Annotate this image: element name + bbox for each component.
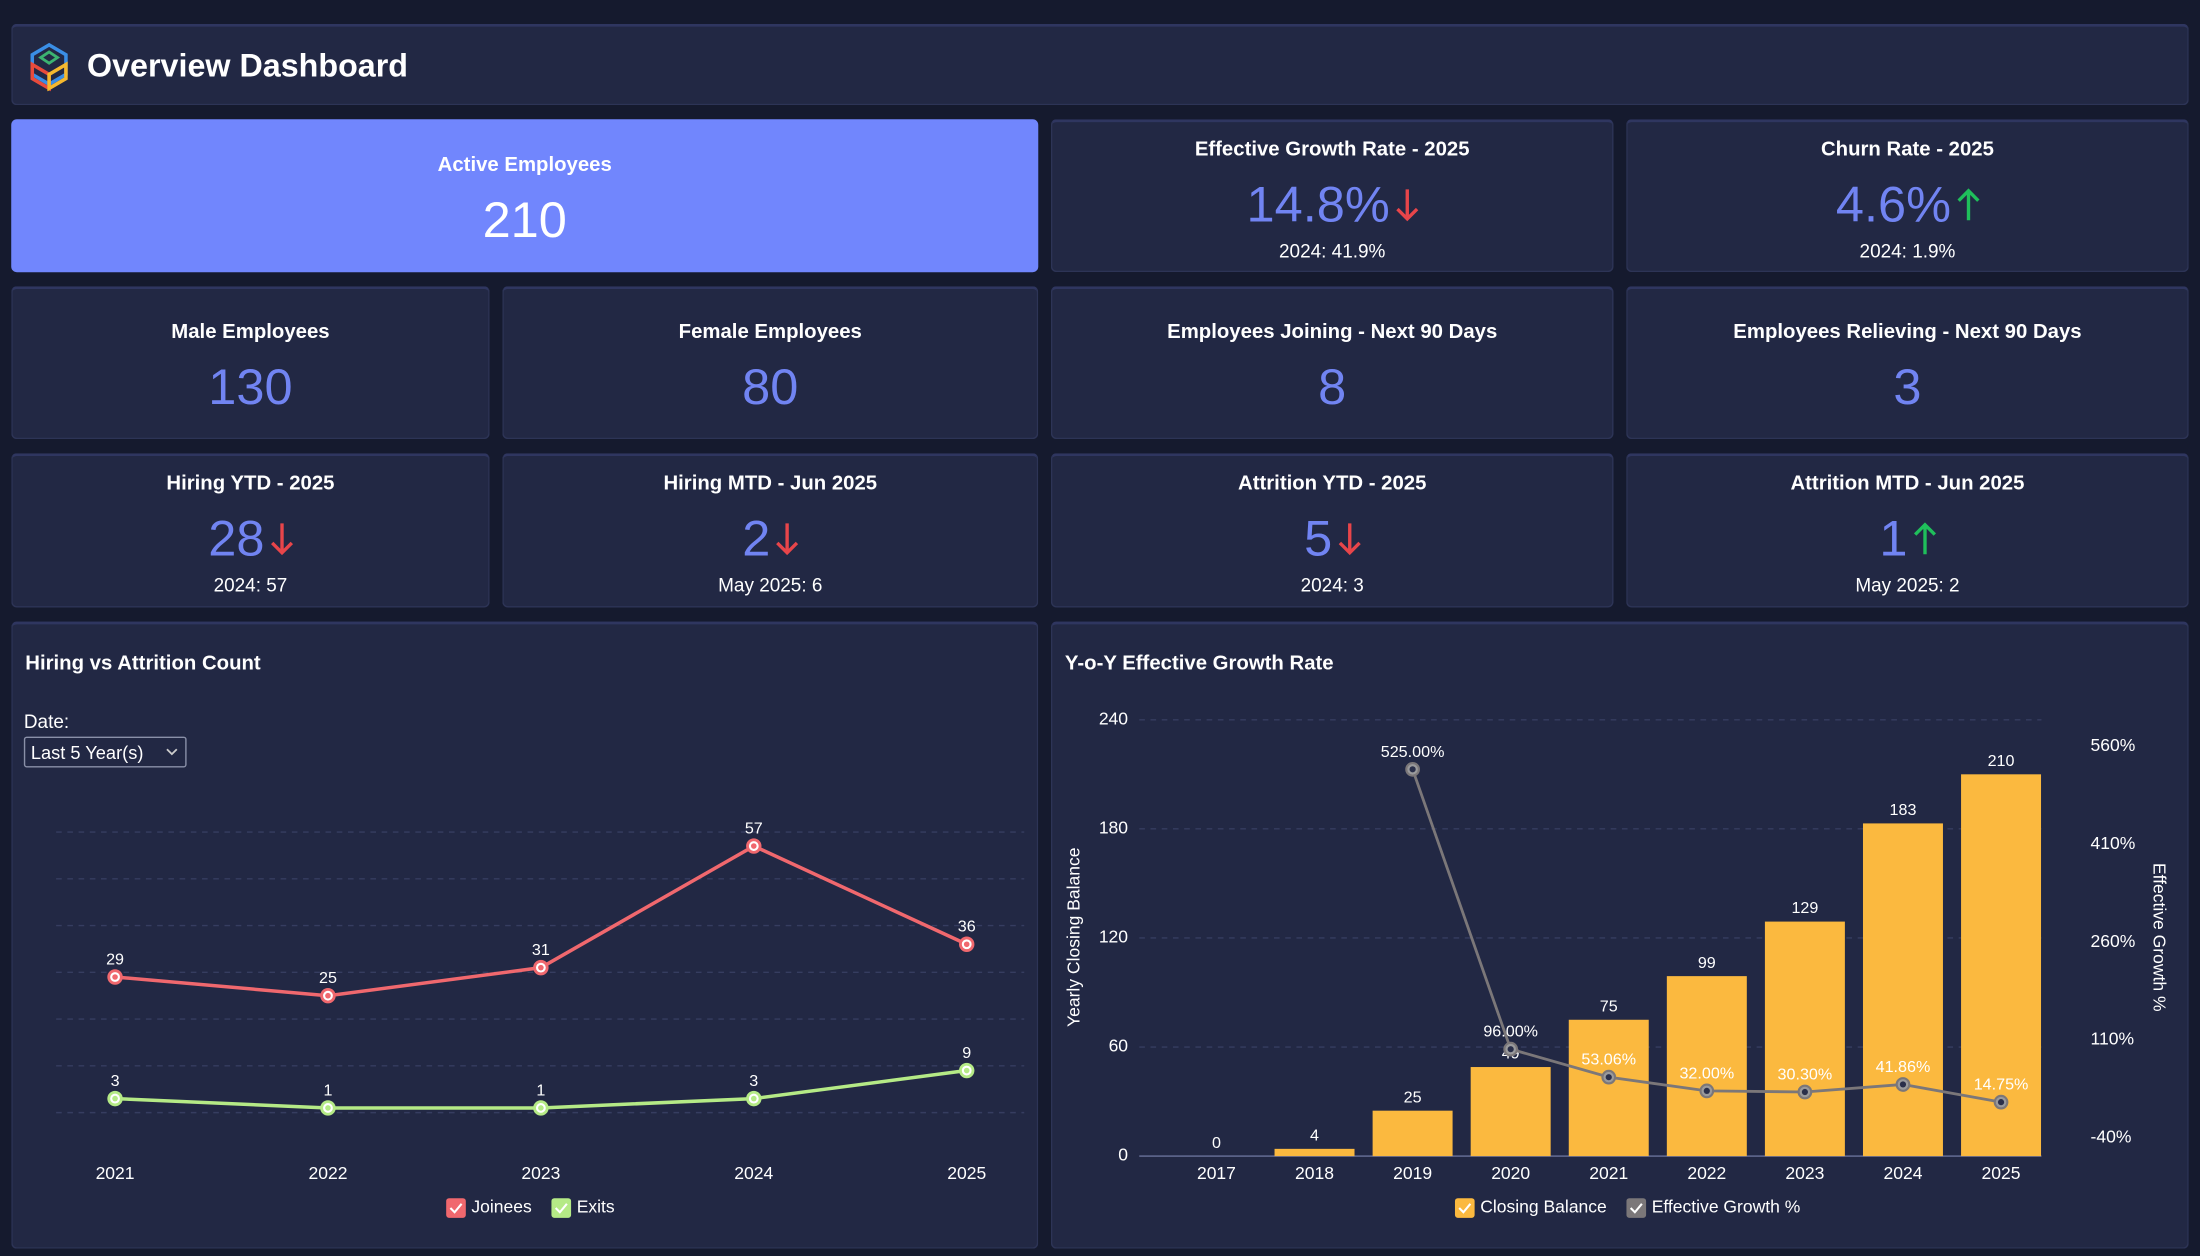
arrow: [270, 523, 293, 556]
kpi-title: Employees Relieving - Next 90 Days: [1733, 321, 2082, 344]
chart-panel: Hiring vs Attrition Count Date: Last 5 Y…: [11, 621, 1039, 1249]
trend-arrow-down: [1338, 523, 1361, 556]
logo: [30, 42, 68, 92]
kpi-value-row: 80: [504, 358, 1037, 417]
kpi-card: Attrition YTD - 2025 5 2024: 3: [1050, 453, 1614, 608]
kpi-value-row: 5: [1052, 509, 1612, 568]
kpi-card: Active Employees 210: [11, 119, 1039, 273]
arrow: [1338, 523, 1361, 556]
kpi-value-row: 1: [1628, 509, 2188, 568]
kpi-value-row: 3: [1628, 358, 2188, 417]
chart-panel: Y-o-Y Effective Growth Rate: [1050, 621, 2189, 1249]
page-title: Overview Dashboard: [86, 47, 409, 84]
chart-title: Y-o-Y Effective Growth Rate: [1064, 652, 1334, 675]
kpi-title: Male Employees: [171, 321, 330, 344]
kpi-value: 28: [208, 509, 265, 567]
kpi-value-row: 4.6%: [1628, 175, 2188, 234]
kpi-value-row: 130: [13, 358, 489, 417]
trend-arrow-up: [1913, 522, 1936, 555]
kpi-title: Hiring MTD - Jun 2025: [663, 472, 878, 496]
kpi-comparison: May 2025: 6: [718, 574, 823, 596]
kpi-card: Effective Growth Rate - 2025 14.8% 2024:…: [1050, 119, 1614, 273]
kpi-title: Active Employees: [437, 154, 612, 177]
trend-arrow-down: [1395, 189, 1418, 222]
kpi-value: 1: [1879, 509, 1908, 567]
kpi-value: 5: [1304, 509, 1333, 567]
kpi-comparison: 2024: 41.9%: [1279, 240, 1386, 262]
kpi-title: Female Employees: [678, 321, 862, 344]
kpi-card: Hiring MTD - Jun 2025 2 May 2025: 6: [502, 453, 1039, 608]
kpi-card: Male Employees 130: [11, 286, 490, 440]
arrow: [1956, 188, 1979, 221]
kpi-value: 14.8%: [1246, 175, 1390, 233]
kpi-value-row: 8: [1052, 358, 1612, 417]
kpi-title: Churn Rate - 2025: [1820, 138, 1994, 162]
kpi-comparison: 2024: 1.9%: [1859, 240, 1956, 262]
trend-arrow-down: [270, 523, 293, 556]
kpi-value: 4.6%: [1835, 175, 1951, 233]
kpi-value: 3: [1893, 357, 1922, 416]
arrow: [1395, 189, 1418, 222]
kpi-value-row: 210: [13, 191, 1037, 250]
kpi-card: Employees Relieving - Next 90 Days 3: [1626, 286, 2189, 440]
kpi-card: Female Employees 80: [502, 286, 1039, 440]
kpi-title: Employees Joining - Next 90 Days: [1167, 321, 1498, 344]
kpi-value: 210: [482, 190, 567, 249]
trend-arrow-down: [776, 523, 799, 556]
arrow: [776, 523, 799, 556]
kpi-comparison: 2024: 3: [1300, 574, 1364, 596]
trend-arrow-up: [1956, 188, 1979, 221]
kpi-card: Churn Rate - 2025 4.6% 2024: 1.9%: [1626, 119, 2189, 273]
date-select[interactable]: Last 5 Year(s): [23, 736, 187, 768]
kpi-value: 8: [1318, 357, 1347, 416]
kpi-comparison: May 2025: 2: [1855, 574, 1960, 596]
kpi-value: 80: [742, 357, 799, 416]
kpi-title: Attrition MTD - Jun 2025: [1790, 472, 2025, 496]
kpi-comparison: 2024: 57: [213, 574, 288, 596]
kpi-value-row: 2: [504, 509, 1037, 568]
select-value: Last 5 Year(s): [30, 742, 144, 764]
kpi-value-row: 14.8%: [1052, 175, 1612, 234]
kpi-card: Employees Joining - Next 90 Days 8: [1050, 286, 1614, 440]
filter-label: Date:: [23, 711, 70, 733]
kpi-value-row: 28: [13, 509, 489, 568]
chevron: [166, 748, 178, 756]
kpi-value: 130: [208, 357, 293, 416]
header: Overview Dashboard: [11, 23, 2189, 106]
kpi-title: Attrition YTD - 2025: [1238, 472, 1427, 496]
kpi-card: Attrition MTD - Jun 2025 1 May 2025: 2: [1626, 453, 2189, 608]
arrow: [1913, 522, 1936, 555]
kpi-value: 2: [742, 509, 771, 567]
kpi-title: Hiring YTD - 2025: [166, 472, 335, 496]
kpi-title: Effective Growth Rate - 2025: [1194, 138, 1470, 162]
chart-title: Hiring vs Attrition Count: [25, 652, 261, 675]
kpi-card: Hiring YTD - 2025 28 2024: 57: [11, 453, 490, 608]
